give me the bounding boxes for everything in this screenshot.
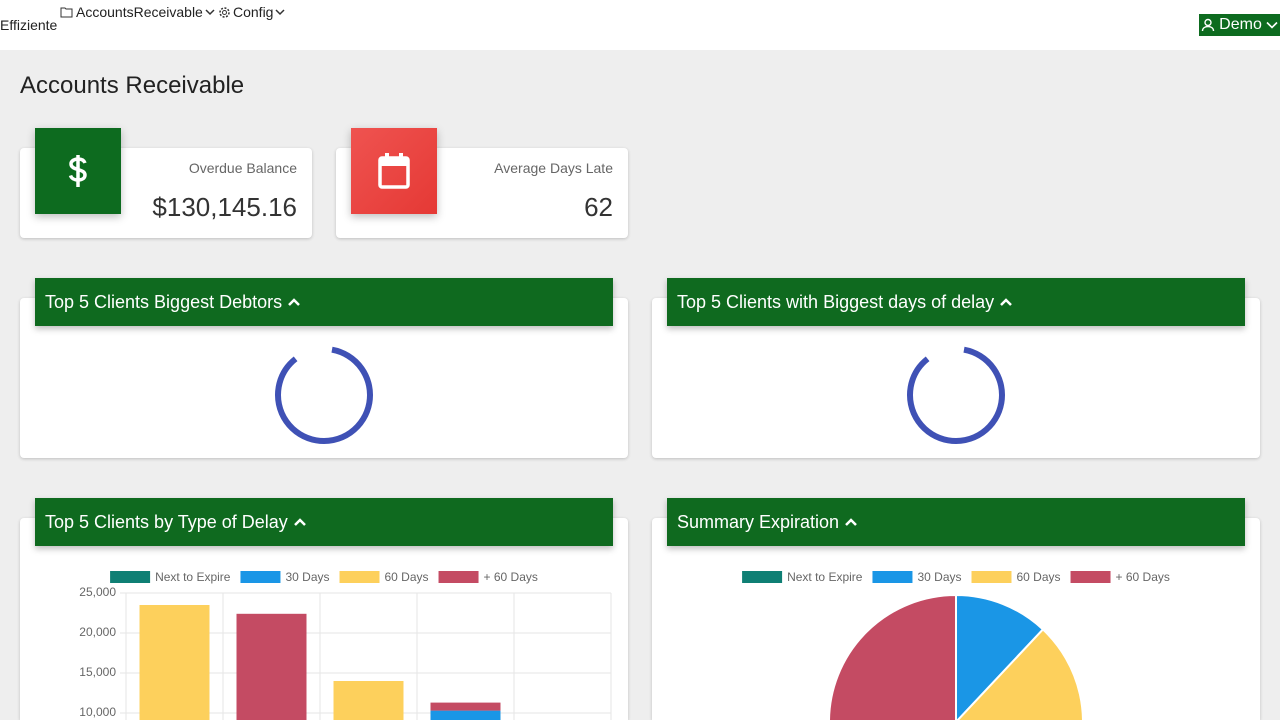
panel-header[interactable]: Top 5 Clients with Biggest days of delay <box>667 278 1245 326</box>
pie-slice <box>956 628 1084 720</box>
user-menu[interactable]: Demo <box>1199 14 1280 36</box>
legend-swatch <box>339 571 380 583</box>
bar-segment <box>236 613 307 720</box>
legend-label: Next to Expire <box>787 570 863 584</box>
card-label: Average Days Late <box>494 160 613 176</box>
y-tick-label: 20,000 <box>79 625 116 639</box>
legend-label: 30 Days <box>917 570 961 584</box>
panel-title: Top 5 Clients with Biggest days of delay <box>677 291 995 312</box>
card-value: $130,145.16 <box>152 192 297 222</box>
legend-label: 60 Days <box>1017 570 1061 584</box>
legend-swatch <box>438 571 479 583</box>
y-tick-label: 15,000 <box>79 665 116 679</box>
legend-label: + 60 Days <box>484 570 538 584</box>
loading-spinner <box>275 346 373 444</box>
bar-segment <box>430 710 501 720</box>
navbar: Effiziente AccountsReceivable Config Dem… <box>0 0 1280 50</box>
legend-label: + 60 Days <box>1116 570 1170 584</box>
legend-swatch <box>971 571 1012 583</box>
legend-swatch <box>742 571 783 583</box>
brand[interactable]: Effiziente <box>0 17 58 33</box>
panel-header[interactable]: Summary Expiration <box>667 498 1245 546</box>
card-label: Overdue Balance <box>188 160 297 176</box>
y-tick-label: 25,000 <box>79 585 116 599</box>
card-value: 62 <box>584 192 613 222</box>
dollar-icon <box>68 155 87 187</box>
collapse-icon[interactable] <box>845 518 857 526</box>
chevron <box>205 9 215 16</box>
legend-swatch <box>240 571 281 583</box>
folder-icon <box>60 7 73 18</box>
legend-label: 30 Days <box>285 570 329 584</box>
panel-title: Top 5 Clients Biggest Debtors <box>45 291 283 312</box>
y-tick-label: 10,000 <box>79 705 116 719</box>
chevron <box>275 9 285 16</box>
panel-header[interactable]: Top 5 Clients by Type of Delay <box>35 498 613 546</box>
panel-header[interactable]: Top 5 Clients Biggest Debtors <box>35 278 613 326</box>
chevron <box>1266 21 1278 29</box>
collapse-icon[interactable] <box>1000 298 1013 306</box>
chart-title: Summary Expiration <box>677 511 840 532</box>
legend-label: 60 Days <box>385 570 429 584</box>
menu-label[interactable]: AccountsReceivable <box>76 4 203 20</box>
loading-spinner <box>907 346 1005 444</box>
menu-item[interactable]: Config <box>218 4 285 20</box>
calendar-icon <box>378 153 410 189</box>
pie-slice <box>828 593 957 720</box>
legend-swatch <box>110 571 151 583</box>
user-icon <box>1201 18 1215 32</box>
menu-item[interactable]: AccountsReceivable <box>60 4 215 20</box>
gear-icon <box>219 6 230 18</box>
card-icon <box>351 128 437 214</box>
pie-slice <box>955 593 1045 720</box>
collapse-icon[interactable] <box>288 298 301 306</box>
panel <box>20 518 628 720</box>
bar-segment <box>333 681 404 720</box>
collapse-icon[interactable] <box>293 518 306 526</box>
page-title: Accounts Receivable <box>20 72 245 99</box>
legend-swatch <box>1070 571 1111 583</box>
user-name[interactable]: Demo <box>1219 16 1262 33</box>
bar-segment <box>430 702 501 711</box>
chart-title: Top 5 Clients by Type of Delay <box>45 511 288 532</box>
legend-swatch <box>872 571 913 583</box>
legend-label: Next to Expire <box>155 570 231 584</box>
card-icon <box>35 128 121 214</box>
bar-segment <box>139 605 210 720</box>
menu-label[interactable]: Config <box>233 4 274 20</box>
